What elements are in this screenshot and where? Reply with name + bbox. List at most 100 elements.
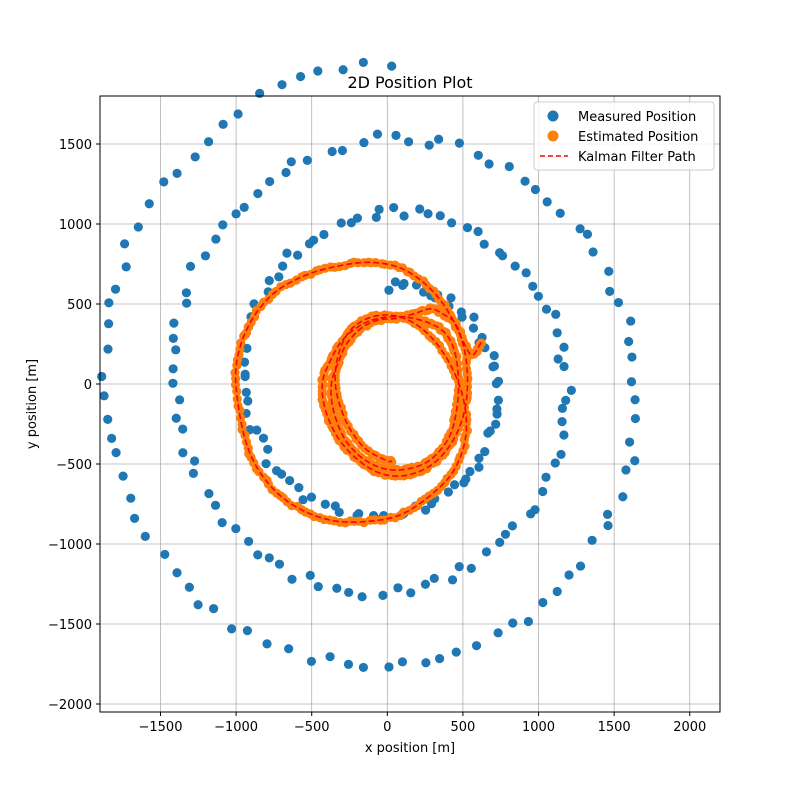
x-tick-label: 1000 bbox=[522, 720, 555, 735]
x-tick-label: −1000 bbox=[214, 720, 258, 735]
measured-point bbox=[305, 570, 315, 580]
measured-point bbox=[233, 109, 243, 119]
measured-point bbox=[552, 328, 562, 338]
measured-point bbox=[169, 318, 179, 328]
measured-point bbox=[129, 513, 140, 523]
plot-area bbox=[97, 57, 641, 673]
y-tick-label: −1500 bbox=[48, 618, 92, 633]
measured-point bbox=[309, 235, 319, 245]
measured-point bbox=[103, 414, 113, 424]
measured-point bbox=[528, 281, 538, 291]
measured-point bbox=[492, 409, 502, 419]
measured-point bbox=[602, 509, 613, 519]
measured-point bbox=[624, 336, 634, 347]
measured-point bbox=[159, 177, 169, 187]
measured-point bbox=[542, 197, 552, 207]
measured-point bbox=[507, 521, 517, 531]
measured-point bbox=[188, 468, 199, 478]
measured-point bbox=[533, 291, 544, 301]
x-tick-label: 0 bbox=[383, 720, 391, 735]
measured-point bbox=[210, 500, 221, 510]
measured-point bbox=[626, 316, 636, 326]
measured-point bbox=[107, 433, 117, 444]
kalman-filter-path bbox=[234, 261, 482, 523]
measured-point bbox=[284, 644, 294, 654]
measured-point bbox=[393, 583, 403, 593]
measured-point bbox=[454, 562, 464, 572]
measured-point bbox=[523, 616, 534, 627]
measured-point bbox=[489, 350, 499, 361]
measured-point bbox=[140, 531, 150, 541]
measured-point bbox=[493, 628, 503, 638]
measured-point bbox=[171, 345, 181, 355]
measured-point bbox=[99, 391, 109, 401]
measured-point bbox=[435, 211, 445, 221]
measured-point bbox=[474, 453, 484, 463]
measured-point bbox=[239, 357, 250, 367]
measured-point bbox=[561, 395, 571, 405]
measured-point bbox=[521, 268, 531, 278]
measured-point bbox=[384, 662, 394, 672]
measured-point bbox=[263, 444, 273, 454]
measured-point bbox=[357, 592, 367, 602]
measured-point bbox=[520, 176, 530, 186]
measured-point bbox=[175, 395, 185, 405]
measured-point bbox=[613, 297, 624, 308]
legend: Measured Position Estimated Position Kal… bbox=[533, 101, 715, 171]
measured-point bbox=[278, 261, 288, 271]
measured-point bbox=[587, 535, 597, 545]
y-tick-label: −2000 bbox=[48, 698, 92, 713]
measured-point bbox=[282, 248, 292, 258]
measured-point bbox=[497, 251, 508, 261]
measured-point bbox=[566, 385, 576, 395]
measured-point bbox=[484, 159, 494, 169]
measured-point bbox=[330, 501, 340, 511]
measured-point bbox=[493, 395, 503, 405]
measured-point bbox=[603, 520, 613, 531]
measured-point bbox=[630, 413, 641, 424]
measured-point bbox=[336, 218, 346, 228]
measured-point bbox=[337, 145, 348, 156]
measured-point bbox=[144, 199, 154, 209]
measured-point bbox=[241, 387, 251, 397]
measured-point bbox=[264, 275, 274, 286]
measured-point bbox=[327, 146, 337, 157]
measured-point bbox=[449, 480, 460, 490]
axes-frame bbox=[99, 95, 721, 713]
measured-point bbox=[488, 362, 498, 372]
measured-point bbox=[469, 312, 479, 322]
measured-point bbox=[121, 262, 131, 272]
measured-point bbox=[474, 462, 484, 472]
measured-point bbox=[181, 288, 192, 298]
measured-point bbox=[630, 456, 640, 466]
measured-point bbox=[218, 119, 228, 129]
measured-point bbox=[110, 284, 121, 294]
measured-point bbox=[358, 662, 369, 673]
measured-point bbox=[397, 657, 408, 667]
measured-point bbox=[466, 563, 476, 573]
measured-point bbox=[168, 364, 178, 374]
measured-point bbox=[473, 150, 483, 160]
measured-point bbox=[103, 344, 113, 354]
measured-point bbox=[171, 413, 181, 423]
measured-point bbox=[372, 129, 383, 139]
measured-point bbox=[423, 209, 433, 219]
legend-box bbox=[533, 101, 715, 171]
measured-point bbox=[244, 536, 254, 547]
measured-point bbox=[541, 472, 551, 482]
measured-point bbox=[358, 57, 368, 68]
measured-point bbox=[500, 529, 511, 539]
x-tick-label: 2000 bbox=[673, 720, 706, 735]
measured-point bbox=[190, 152, 200, 162]
measured-point bbox=[399, 278, 409, 289]
measured-point bbox=[295, 71, 306, 82]
measured-point bbox=[313, 581, 323, 592]
measured-point bbox=[172, 168, 182, 178]
estimated-point bbox=[235, 405, 245, 415]
measured-point bbox=[421, 505, 431, 515]
measured-point bbox=[391, 130, 401, 140]
measured-point bbox=[371, 212, 381, 222]
y-tick-label: 1000 bbox=[59, 218, 92, 233]
measured-point bbox=[457, 312, 467, 322]
measured-point bbox=[285, 475, 295, 486]
